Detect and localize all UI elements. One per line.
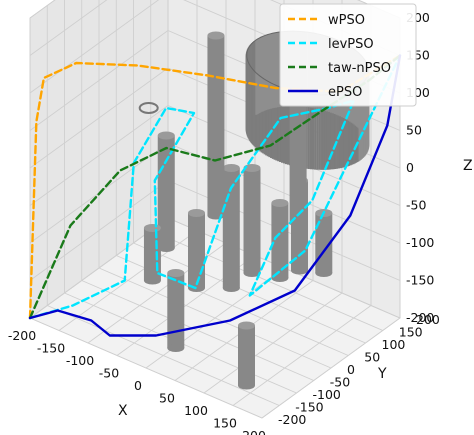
legend-label: levPSO	[328, 37, 374, 52]
y-tick-label: 50	[364, 350, 380, 365]
y-tick-label: 200	[416, 312, 440, 327]
cylinder-top	[188, 209, 205, 217]
y-tick-label: 0	[347, 362, 355, 377]
grid-line	[29, 0, 56, 19]
z-tick-label: -50	[406, 198, 426, 213]
legend-label: taw-nPSO	[328, 61, 391, 76]
legend-entry: levPSO	[288, 37, 374, 52]
grid-line	[203, 292, 343, 394]
cylinder-body	[188, 213, 205, 288]
x-tick-label: 200	[242, 428, 266, 435]
x-tick-label: -200	[8, 328, 36, 343]
y-tick-label: -100	[313, 387, 341, 402]
z-tick-label: -100	[406, 235, 434, 250]
cylinder-bottom	[222, 284, 240, 292]
cylinder-top	[143, 224, 161, 232]
x-tick-label: 50	[159, 391, 175, 406]
cylinder-top	[271, 199, 289, 207]
legend-box	[279, 3, 417, 107]
cylinder-body	[157, 135, 175, 248]
x-axis-label: X	[118, 403, 128, 419]
cylinder-body	[167, 273, 185, 348]
series-line-ePSO	[28, 54, 402, 337]
grid-line	[357, 0, 401, 19]
cylinder-top	[167, 269, 185, 277]
cylinder-body	[207, 35, 225, 216]
cylinder-bottom	[291, 266, 308, 275]
cylinder-obstacle	[157, 131, 175, 252]
cylinder-bottom	[289, 219, 307, 227]
x-tick-label: -150	[37, 341, 65, 356]
cylinder-body	[289, 73, 307, 223]
y-tick-label: 150	[399, 325, 423, 340]
legend-entry: taw-nPSO	[288, 61, 391, 76]
cylinder-body	[243, 168, 261, 273]
legend-entry: ePSO	[288, 85, 362, 100]
x-tick-label: 150	[213, 416, 237, 431]
legend-label: wPSO	[328, 13, 365, 28]
cylinder-bottom	[243, 269, 261, 277]
cylinder-body	[238, 325, 255, 386]
cylinder-top	[157, 131, 175, 140]
cylinder-bottom	[315, 269, 333, 277]
grid-line	[261, 317, 401, 419]
axis-labels: X Y Z	[118, 158, 473, 419]
cylinder-obstacle	[271, 199, 289, 282]
cylinder-top	[243, 164, 261, 172]
z-axis-label: Z	[463, 158, 473, 174]
tick-labels: -200-150-100-50050100150200-200-150-100-…	[8, 10, 440, 435]
legend: wPSO levPSO taw-nPSO ePSO	[279, 3, 417, 107]
cylinder-obstacle	[222, 164, 240, 292]
cylinder-obstacle	[207, 31, 225, 220]
grid-line	[232, 305, 372, 406]
y-tick-label: 100	[382, 337, 406, 352]
cylinder-body	[271, 203, 289, 278]
grid-line	[133, 242, 366, 344]
cylinder-bottom	[167, 344, 185, 352]
x-tick-label: 100	[184, 403, 208, 418]
y-axis-label: Y	[377, 366, 387, 382]
grid-line	[98, 267, 332, 369]
small-ring-obstacle	[138, 102, 159, 114]
z-tick-label: -150	[406, 273, 434, 288]
cylinder-bottom	[238, 381, 255, 390]
cylinder-top	[238, 321, 255, 330]
grid-line	[29, 0, 160, 94]
grid-line	[29, 67, 169, 169]
cylinder-bottom	[157, 244, 175, 252]
cylinder-top	[207, 31, 225, 40]
y-tick-label: -150	[295, 400, 323, 415]
z-tick-label: 50	[406, 123, 422, 138]
cylinder-bottom	[143, 276, 161, 285]
series-line-levPSO	[28, 54, 402, 320]
x-tick-label: -100	[66, 353, 94, 368]
cylinder-obstacle	[143, 224, 161, 285]
x-tick-label: -50	[99, 366, 119, 381]
cylinder-obstacle	[238, 321, 255, 390]
grid-line	[29, 30, 169, 131]
cylinder-obstacle	[243, 164, 261, 277]
grid-line	[29, 0, 108, 56]
y-tick-label: -200	[278, 412, 306, 427]
legend-entry: wPSO	[288, 13, 365, 28]
legend-label: ePSO	[328, 85, 362, 100]
z-tick-label: -200	[406, 310, 434, 325]
z-tick-label: 0	[406, 160, 414, 175]
cylinder-obstacle	[188, 209, 205, 292]
x-tick-label: 0	[134, 378, 142, 393]
cylinder-obstacle	[167, 269, 185, 352]
y-tick-label: -50	[330, 375, 350, 390]
cylinder-top	[222, 164, 240, 172]
